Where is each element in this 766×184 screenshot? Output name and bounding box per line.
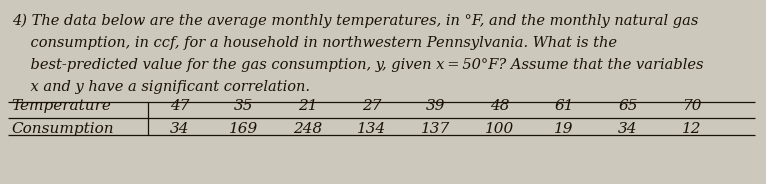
Text: 61: 61 [555, 99, 574, 113]
Text: best-predicted value for the gas consumption, y, given x = 50°F? Assume that the: best-predicted value for the gas consump… [12, 58, 703, 72]
Text: 19: 19 [555, 122, 574, 136]
Text: 35: 35 [234, 99, 254, 113]
Text: x and y have a significant correlation.: x and y have a significant correlation. [12, 80, 310, 94]
Text: 39: 39 [426, 99, 446, 113]
Text: 100: 100 [486, 122, 515, 136]
Text: 21: 21 [298, 99, 318, 113]
Text: 27: 27 [362, 99, 381, 113]
Text: consumption, in ccf, for a household in northwestern Pennsylvania. What is the: consumption, in ccf, for a household in … [12, 36, 617, 50]
Text: 70: 70 [683, 99, 702, 113]
Text: 65: 65 [618, 99, 638, 113]
Text: 134: 134 [358, 122, 387, 136]
Text: 48: 48 [490, 99, 509, 113]
Text: 34: 34 [170, 122, 190, 136]
Text: 4) The data below are the average monthly temperatures, in °F, and the monthly n: 4) The data below are the average monthl… [12, 14, 699, 28]
Text: 12: 12 [683, 122, 702, 136]
Text: Temperature: Temperature [11, 99, 111, 113]
Text: 137: 137 [421, 122, 450, 136]
Text: 34: 34 [618, 122, 638, 136]
Text: 248: 248 [293, 122, 322, 136]
Text: 47: 47 [170, 99, 190, 113]
Text: Consumption: Consumption [11, 122, 113, 136]
Text: 169: 169 [229, 122, 259, 136]
